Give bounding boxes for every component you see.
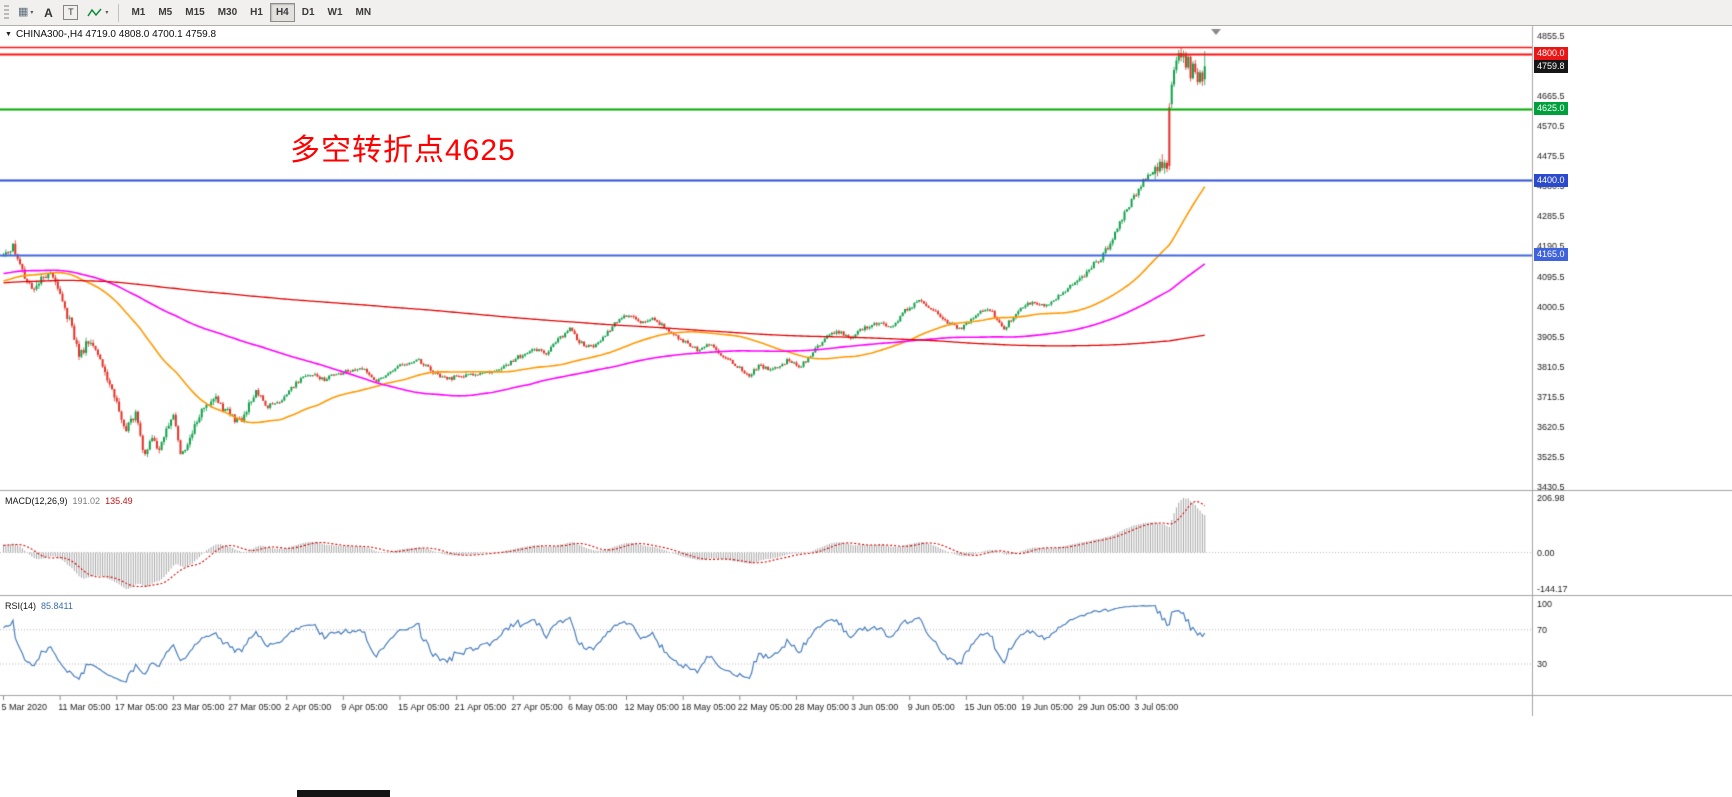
macd-name: MACD(12,26,9) [5,496,68,506]
timeframe-button-h1[interactable]: H1 [244,3,269,22]
chevron-down-icon: ▾ [30,10,34,16]
timeframe-button-m5[interactable]: M5 [152,3,178,22]
rsi-name: RSI(14) [5,601,37,611]
new-chart-button[interactable]: ▦ ▾ [14,3,37,23]
taskbar-fragment [297,790,390,797]
price-badge-4400: 4400.0 [1534,173,1568,187]
timeframe-button-d1[interactable]: D1 [296,3,321,22]
text-tool-button[interactable]: A [38,3,58,23]
shape-tool-button[interactable]: T [59,3,82,23]
rsi-label: RSI(14) 85.8411 [5,601,73,611]
chart-grid-icon: ▦ [18,6,29,18]
current-price-badge: 4759.8 [1534,59,1568,73]
toolbar: ▦ ▾ A T ▾ M1 M5 M15 M30 H1 H4 D1 W1 MN [0,0,1732,26]
macd-signal-value: 135.49 [105,496,133,506]
rsi-value: 85.8411 [41,601,73,611]
indicators-button[interactable]: ▾ [83,3,112,23]
macd-label: MACD(12,26,9) 191.02 135.49 [5,496,133,506]
chart-ohlc-text: CHINA300-,H4 4719.0 4808.0 4700.1 4759.8 [15,29,217,40]
annotation-text: 多空转折点4625 [290,134,516,167]
collapse-triangle-icon: ▼ [5,31,12,38]
price-badge-4625: 4625.0 [1534,102,1568,116]
timeframe-button-m1[interactable]: M1 [125,3,151,22]
text-tool-icon: A [44,5,53,20]
chevron-down-icon: ▾ [105,10,109,16]
macd-main-value: 191.02 [72,496,101,506]
timeframe-button-h4[interactable]: H4 [269,3,295,22]
chart-ohlc-title: ▼ CHINA300-,H4 4719.0 4808.0 4700.1 4759… [5,29,216,40]
price-badge-4165: 4165.0 [1534,248,1568,262]
timeframe-button-m15[interactable]: M15 [179,3,210,22]
shape-tool-icon: T [63,5,79,20]
toolbar-separator [118,3,120,22]
indicator-zigzag-icon [87,8,102,16]
price-badge-4800: 4800.0 [1534,47,1568,61]
timeframe-button-w1[interactable]: W1 [322,3,349,22]
timeframe-button-m30[interactable]: M30 [212,3,243,22]
toolbar-grip[interactable] [4,4,9,21]
timeframe-button-mn[interactable]: MN [350,3,378,22]
